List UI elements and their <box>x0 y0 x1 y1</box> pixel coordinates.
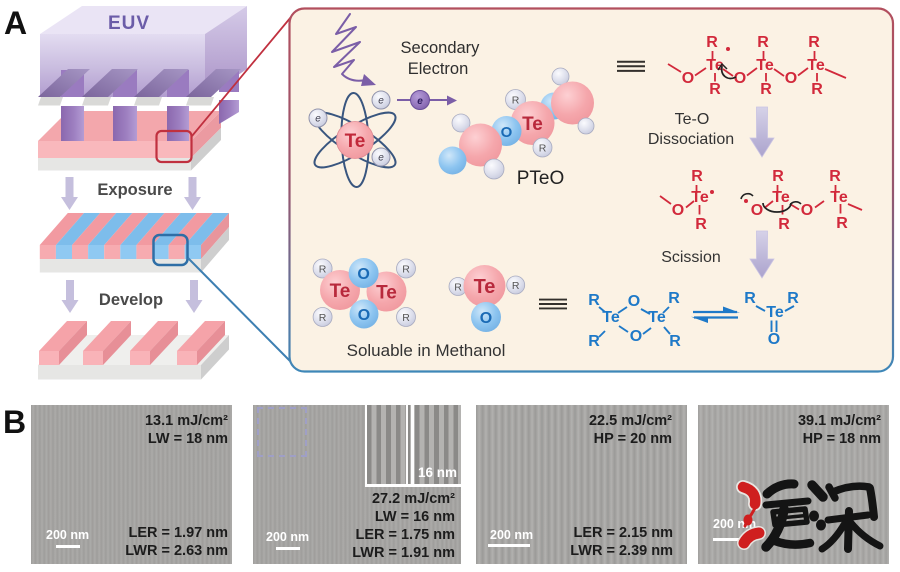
svg-text:Soluable in Methanol: Soluable in Methanol <box>347 341 506 360</box>
svg-text:Te: Te <box>345 131 366 152</box>
svg-text:R: R <box>319 264 327 276</box>
svg-text:R: R <box>512 280 520 292</box>
svg-text:Te: Te <box>756 57 774 74</box>
svg-text:R: R <box>402 264 410 276</box>
svg-text:R: R <box>454 282 462 294</box>
svg-text:R: R <box>772 168 784 185</box>
svg-text:R: R <box>669 333 681 350</box>
svg-text:R: R <box>695 216 707 233</box>
svg-text:R: R <box>319 312 327 324</box>
svg-text:O: O <box>358 307 370 324</box>
svg-text:R: R <box>760 81 772 98</box>
svg-text:Te: Te <box>807 57 825 74</box>
svg-text:R: R <box>757 34 769 51</box>
svg-text:R: R <box>706 34 718 51</box>
svg-text:R: R <box>588 333 600 350</box>
svg-text:R: R <box>787 290 799 307</box>
svg-text:e: e <box>378 153 384 164</box>
svg-text:Te: Te <box>830 189 848 206</box>
svg-text:Secondary: Secondary <box>401 39 481 57</box>
svg-text:R: R <box>808 34 820 51</box>
svg-text:Electron: Electron <box>408 60 469 78</box>
svg-text:EUV: EUV <box>108 13 150 34</box>
svg-text:e: e <box>378 96 384 107</box>
svg-text:Te: Te <box>474 276 496 298</box>
svg-text:O: O <box>357 266 369 283</box>
svg-text:R: R <box>539 143 547 155</box>
svg-text:Te: Te <box>772 189 790 206</box>
svg-text:O: O <box>751 202 763 219</box>
svg-text:O: O <box>682 70 694 87</box>
svg-text:R: R <box>668 290 680 307</box>
svg-text:R: R <box>744 290 756 307</box>
svg-text:B: B <box>3 404 26 440</box>
svg-text:Te: Te <box>706 57 724 74</box>
svg-text:R: R <box>402 312 410 324</box>
svg-text:O: O <box>480 310 492 327</box>
svg-text:PTeO: PTeO <box>517 168 565 189</box>
svg-text:Te: Te <box>766 304 784 321</box>
svg-text:O: O <box>785 70 797 87</box>
svg-text:O: O <box>628 293 640 310</box>
svg-text:Te: Te <box>376 283 397 304</box>
svg-text:O: O <box>734 70 746 87</box>
svg-text:Dissociation: Dissociation <box>648 131 734 148</box>
svg-text:e: e <box>315 114 321 125</box>
svg-text:Te: Te <box>602 309 620 326</box>
svg-text:Te: Te <box>330 281 351 302</box>
svg-text:O: O <box>801 202 813 219</box>
svg-text:Te: Te <box>691 189 709 206</box>
svg-text:e: e <box>417 96 423 107</box>
svg-text:R: R <box>691 168 703 185</box>
svg-text:R: R <box>709 81 721 98</box>
svg-text:O: O <box>501 124 513 141</box>
svg-text:Scission: Scission <box>661 249 721 266</box>
svg-text:Te: Te <box>522 114 543 135</box>
svg-text:Te-O: Te-O <box>675 111 710 128</box>
svg-text:R: R <box>588 292 600 309</box>
svg-text:R: R <box>811 81 823 98</box>
svg-text:O: O <box>630 328 642 345</box>
svg-text:R: R <box>512 95 520 107</box>
svg-text:A: A <box>4 5 27 41</box>
svg-text:Develop: Develop <box>99 291 163 309</box>
svg-text:O: O <box>672 202 684 219</box>
svg-text:R: R <box>778 216 790 233</box>
svg-text:R: R <box>836 215 848 232</box>
svg-text:R: R <box>829 168 841 185</box>
svg-text:Exposure: Exposure <box>97 181 172 199</box>
svg-text:Te: Te <box>648 309 666 326</box>
svg-text:O: O <box>768 331 780 348</box>
